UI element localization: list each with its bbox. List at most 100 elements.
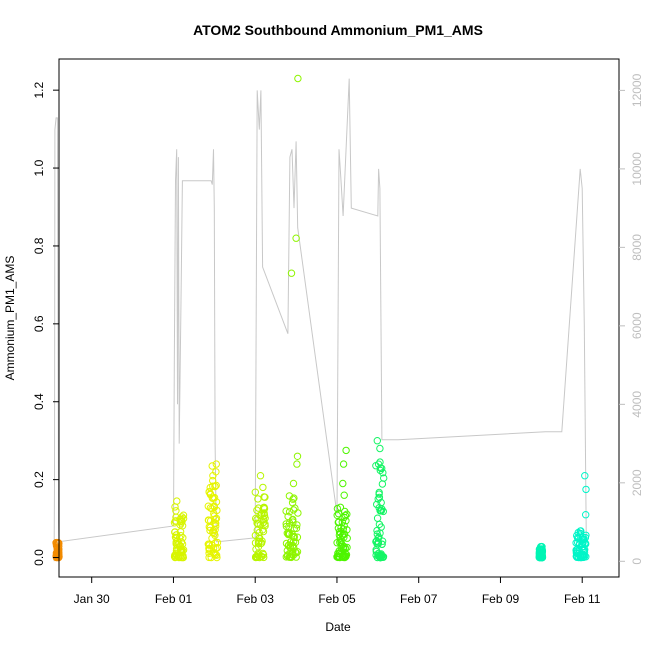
data-point: [260, 504, 268, 512]
data-point: [333, 511, 341, 519]
data-point: [177, 538, 186, 546]
x-axis-label: Date: [325, 620, 351, 634]
data-point: [373, 514, 382, 522]
x-tick-label: Feb 09: [482, 592, 520, 606]
data-point: [374, 460, 383, 468]
data-point: [290, 533, 298, 542]
data-point: [282, 553, 290, 561]
data-point: [375, 490, 383, 498]
data-point: [205, 545, 214, 553]
data-point: [284, 529, 293, 537]
data-point: [282, 507, 290, 515]
data-point: [256, 511, 264, 520]
data-point: [285, 553, 294, 561]
flight-9-points: [572, 472, 590, 562]
data-point: [205, 553, 213, 562]
data-point: [337, 536, 345, 544]
data-point: [342, 550, 351, 559]
right-y-axis: 0 2000 4000 6000 8000 10000 12000: [619, 73, 644, 565]
data-point: [174, 546, 182, 554]
data-point: [208, 462, 216, 470]
data-point: [293, 460, 301, 468]
data-point: [210, 548, 218, 557]
data-point: [582, 485, 590, 494]
x-tick-label: Feb 05: [318, 592, 356, 606]
altitude-trace-layer: [53, 78, 587, 562]
y2-tick-label: 4000: [630, 391, 644, 418]
data-point: [259, 527, 268, 536]
data-point: [172, 534, 180, 542]
data-point: [255, 534, 263, 542]
flight-6-points: [333, 446, 351, 562]
data-points-layer: [52, 74, 590, 562]
data-point: [178, 513, 186, 521]
data-point: [205, 541, 214, 549]
flight-4-points: [251, 472, 269, 562]
y2-tick-label: 2000: [630, 469, 644, 496]
data-point: [176, 528, 185, 536]
data-point: [338, 518, 346, 526]
data-point: [285, 530, 294, 538]
data-point: [373, 437, 381, 445]
y2-tick-label: 12000: [630, 73, 644, 107]
data-point: [376, 444, 384, 453]
data-point: [179, 546, 188, 554]
data-point: [581, 545, 589, 554]
data-point: [336, 529, 345, 537]
x-tick-label: Feb 03: [237, 592, 275, 606]
data-point: [537, 547, 545, 555]
data-point: [574, 538, 582, 547]
data-point: [179, 553, 188, 562]
data-point: [292, 234, 300, 242]
y-axis-label: Ammonium_PM1_AMS: [3, 256, 17, 381]
flight-5-points: [282, 74, 302, 562]
data-point: [254, 504, 263, 512]
data-point: [582, 540, 590, 548]
data-point: [206, 526, 214, 535]
data-point: [379, 469, 387, 477]
data-point: [211, 482, 219, 491]
flight-2-points: [170, 497, 188, 562]
data-point: [337, 547, 345, 555]
y-tick-label: 0.0: [32, 549, 46, 566]
data-point: [581, 472, 589, 480]
x-tick-label: Feb 11: [564, 592, 601, 606]
data-point: [205, 516, 213, 525]
data-point: [339, 460, 348, 468]
y2-tick-label: 10000: [630, 152, 644, 186]
data-point: [212, 468, 220, 476]
data-point: [378, 480, 387, 488]
data-point: [52, 549, 61, 557]
data-point: [211, 531, 219, 539]
data-point: [290, 494, 298, 502]
data-point: [287, 269, 296, 277]
data-point: [343, 510, 351, 518]
data-point: [334, 518, 342, 527]
data-point: [257, 539, 265, 548]
data-point: [211, 526, 219, 534]
x-axis: Jan 30 Feb 01 Feb 03 Feb 05 Feb 07 Feb 09 Feb …: [74, 577, 601, 606]
data-point: [376, 529, 384, 537]
data-point: [260, 493, 268, 501]
data-point: [373, 500, 381, 509]
data-point: [576, 529, 584, 538]
flight-3-points: [204, 460, 222, 562]
data-point: [172, 538, 180, 546]
y-tick-label: 0.6: [32, 315, 46, 332]
y-tick-label: 0.8: [32, 237, 46, 254]
data-point: [294, 74, 302, 83]
data-point: [377, 498, 385, 507]
data-point: [282, 539, 291, 548]
data-point: [294, 509, 302, 517]
y2-tick-label: 6000: [630, 312, 644, 339]
data-point: [340, 491, 348, 499]
data-point: [378, 540, 386, 548]
data-point: [572, 549, 581, 557]
data-point: [172, 553, 180, 561]
data-point: [339, 479, 347, 488]
data-point: [210, 493, 219, 502]
data-point: [172, 517, 180, 525]
flight-8-points: [535, 542, 547, 562]
data-point: [375, 493, 384, 502]
